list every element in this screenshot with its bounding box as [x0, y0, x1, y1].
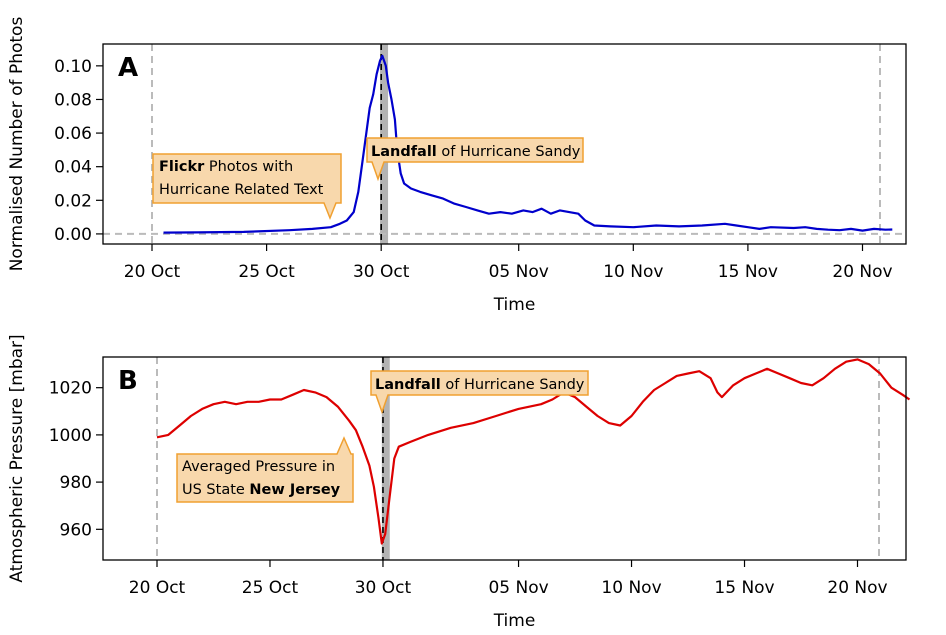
y-axis-label: Atmospheric Pressure [mbar] [7, 334, 27, 582]
callout-text: Photos with [204, 159, 293, 175]
x-tick-label: 30 Oct [353, 262, 410, 282]
x-tick-label: 15 Nov [718, 262, 778, 282]
x-axis-label: Time [493, 611, 536, 631]
callout-pressure-line1: Averaged Pressure in [182, 459, 335, 475]
panel-a: A 0.00 0.02 0.04 0.06 0.08 0.10 20 Oct 25 Oct 30 … [7, 17, 907, 315]
series-line [163, 54, 893, 234]
callout-text: of Hurricane Sandy [441, 377, 585, 393]
y-axis-label: Normalised Number of Photos [7, 17, 27, 272]
x-tick-label: 25 Oct [238, 262, 295, 282]
callout-flickr-line2: Hurricane Related Text [159, 182, 324, 198]
y-tick-label: 0.10 [54, 57, 92, 77]
callout-text: US State [182, 482, 249, 498]
callout-text: of Hurricane Sandy [437, 144, 581, 160]
callout-bold-text: Landfall [371, 144, 437, 160]
x-tick-label: 10 Nov [603, 262, 663, 282]
panel-letter: A [118, 53, 138, 83]
x-tick-label: 20 Oct [129, 578, 186, 598]
y-tick-label: 0.00 [54, 225, 92, 245]
x-tick-label: 20 Oct [124, 262, 181, 282]
y-tick-label: 1020 [49, 379, 92, 399]
callout-bold-text: Landfall [375, 377, 441, 393]
y-tick-label: 0.02 [54, 191, 92, 211]
x-tick-label: 20 Nov [832, 262, 892, 282]
callout-bold-text: New Jersey [249, 482, 340, 498]
callouts-panel-b: Averaged Pressure in US State New Jersey L… [176, 370, 589, 503]
callout-text: Averaged Pressure in [182, 459, 335, 475]
y-tick-label: 960 [60, 520, 92, 540]
y-tick-label: 0.04 [54, 158, 92, 178]
panel-b: B 960 980 1000 1020 20 Oct 25 Oct 30 Oct 05 Nov 1… [7, 334, 911, 631]
callouts-panel-a: Flickr Photos with Hurricane Related Text… [152, 137, 584, 221]
callout-pressure-line2: US State New Jersey [182, 482, 341, 498]
plot-frame [102, 356, 907, 561]
x-tick-label: 10 Nov [601, 578, 661, 598]
callout-box-landfall-a [366, 137, 584, 182]
series-line [156, 358, 911, 545]
y-tick-label: 980 [60, 473, 92, 493]
callout-box-pressure [176, 436, 354, 503]
callout-flickr-line1: Flickr Photos with [159, 159, 293, 175]
callout-landfall-a-line: Landfall of Hurricane Sandy [371, 144, 581, 160]
x-axis-label: Time [493, 295, 536, 315]
callout-box-flickr [152, 153, 342, 221]
callout-landfall-b-line: Landfall of Hurricane Sandy [375, 377, 585, 393]
panel-letter: B [118, 366, 138, 396]
landfall-band [381, 357, 390, 560]
plot-frame [102, 43, 907, 245]
callout-bold-text: Flickr [159, 159, 205, 175]
x-tick-label: 05 Nov [488, 578, 548, 598]
y-tick-label: 1000 [49, 426, 92, 446]
x-tick-label: 15 Nov [714, 578, 774, 598]
y-tick-label: 0.06 [54, 124, 92, 144]
x-tick-label: 30 Oct [355, 578, 412, 598]
y-tick-label: 0.08 [54, 90, 92, 110]
callout-text: Hurricane Related Text [159, 182, 324, 198]
x-tick-label: 05 Nov [489, 262, 549, 282]
x-tick-label: 25 Oct [242, 578, 299, 598]
callout-box-landfall-b [370, 370, 589, 415]
x-tick-label: 20 Nov [827, 578, 887, 598]
